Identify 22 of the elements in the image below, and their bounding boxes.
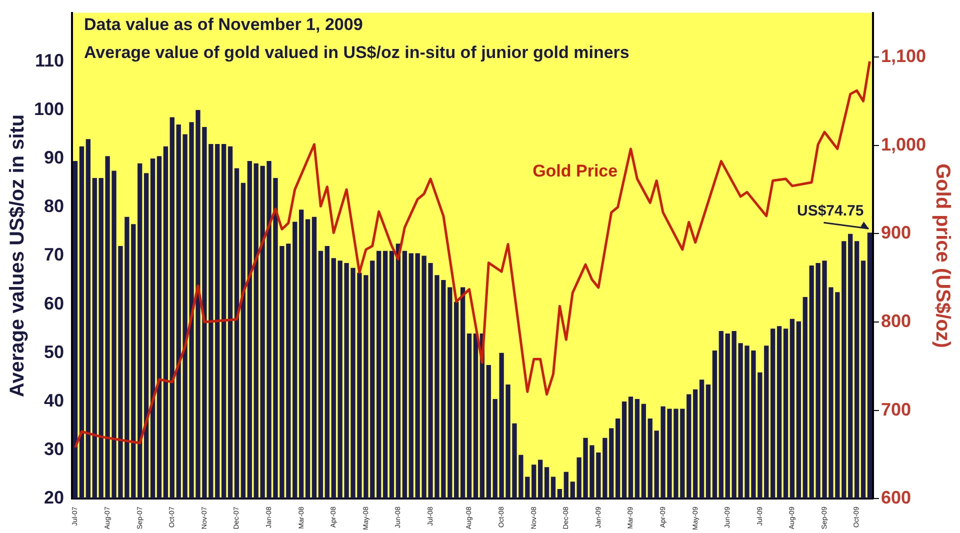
y-tick-label: 20: [44, 488, 64, 508]
y-tick-label: 30: [44, 439, 64, 460]
y-tick-label: 80: [44, 196, 64, 216]
y-tick-label: 100: [34, 98, 64, 119]
chart-title: Data value as of November 1, 2009: [84, 14, 363, 34]
y2-tick-label: 1,100: [880, 46, 926, 66]
text: Average value of gold valued in US$/oz in-situ of junior gold miners: [84, 42, 630, 62]
y2-tick-label: 1,000: [880, 134, 926, 154]
y-tick-label: 110: [34, 50, 64, 70]
series-label: Gold Price: [532, 162, 618, 181]
y-axis-title: Average values US$/oz in situ: [6, 114, 29, 398]
y2-tick-label: 900: [880, 222, 912, 243]
y-tick-label: 70: [44, 244, 64, 265]
y2-axis-title: Gold price (US$/oz): [931, 163, 954, 348]
y2-tick-label: 800: [880, 310, 912, 331]
y-tick-label: 90: [44, 148, 64, 168]
y2-tick-label: 600: [880, 488, 912, 508]
y-tick-label: 60: [44, 293, 64, 314]
y2-tick-label: 700: [880, 399, 912, 420]
y-tick-label: 40: [44, 390, 64, 410]
y-tick-label: 50: [44, 342, 64, 362]
data-label: US$74.75: [797, 202, 864, 220]
